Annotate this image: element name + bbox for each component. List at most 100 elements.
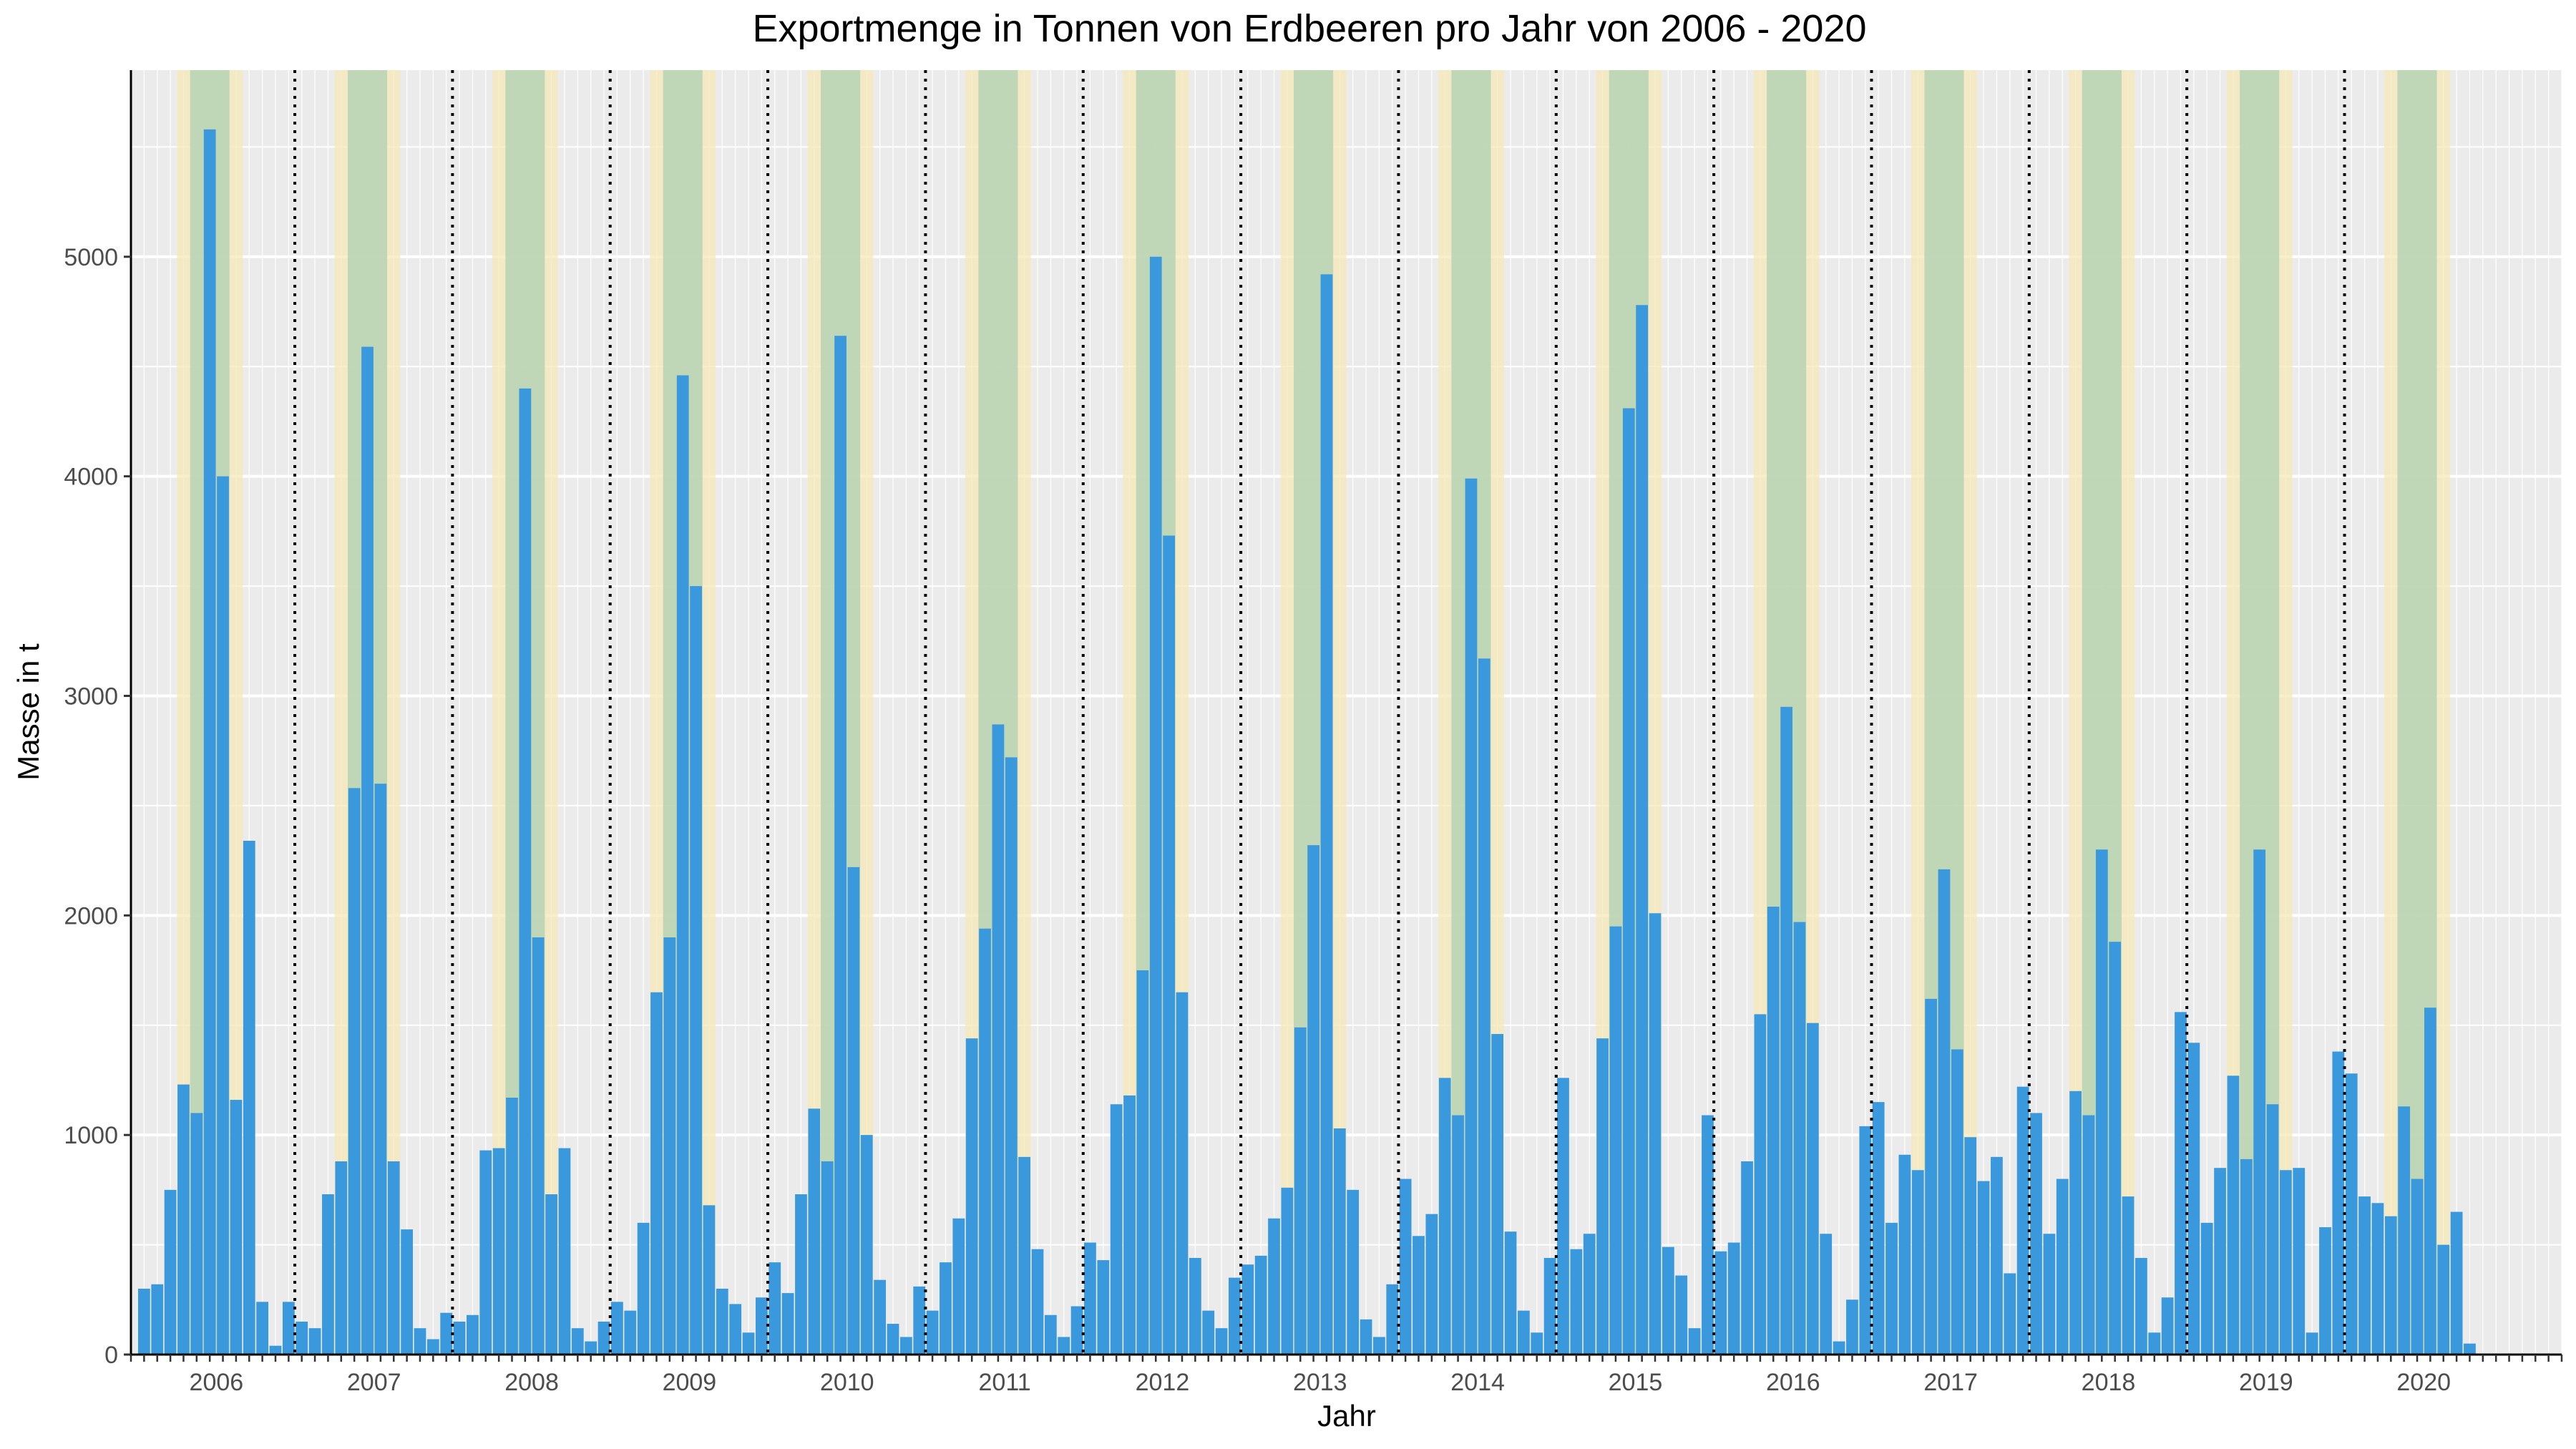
- bar: [532, 937, 545, 1355]
- bar: [940, 1262, 952, 1355]
- bar: [899, 1337, 912, 1355]
- y-tick-label: 1000: [64, 1122, 118, 1149]
- bar: [1675, 1275, 1688, 1355]
- bar: [1123, 1095, 1136, 1355]
- chart-title: Exportmenge in Tonnen von Erdbeeren pro …: [752, 7, 1866, 50]
- bar: [703, 1205, 716, 1355]
- bar: [2240, 1158, 2253, 1355]
- bar: [414, 1328, 426, 1355]
- bar: [1254, 1255, 1267, 1355]
- bar: [1084, 1242, 1096, 1355]
- x-tick-label-year: 2018: [2082, 1369, 2136, 1396]
- bar: [2122, 1196, 2135, 1355]
- x-tick-label-year: 2010: [820, 1369, 874, 1396]
- bar: [1307, 845, 1319, 1355]
- bar: [467, 1314, 479, 1355]
- bar: [282, 1302, 295, 1355]
- y-tick-label: 0: [104, 1342, 118, 1369]
- bar: [1925, 998, 1937, 1355]
- bar: [1163, 535, 1175, 1355]
- bars: [137, 129, 2476, 1355]
- bar: [781, 1293, 794, 1355]
- bar: [769, 1262, 781, 1355]
- bar: [874, 1279, 887, 1355]
- x-tick-label-year: 2011: [979, 1369, 1031, 1396]
- bar: [308, 1328, 321, 1355]
- bar: [1702, 1115, 1714, 1355]
- bar: [2450, 1211, 2463, 1355]
- bar: [716, 1288, 728, 1355]
- bar: [1557, 1078, 1569, 1355]
- bar: [1360, 1319, 1372, 1355]
- x-tick-label-year: 2016: [1766, 1369, 1820, 1396]
- bar: [2345, 1073, 2358, 1355]
- x-tick-label-year: 2006: [190, 1369, 244, 1396]
- bar: [177, 1084, 190, 1355]
- bar: [2030, 1113, 2042, 1355]
- bar: [1215, 1328, 1228, 1355]
- bar: [1898, 1154, 1911, 1355]
- bar: [2319, 1227, 2331, 1355]
- bar: [1977, 1181, 1990, 1355]
- bar: [2043, 1234, 2056, 1355]
- bar: [992, 724, 1005, 1355]
- y-tick-label: 3000: [64, 683, 118, 710]
- bar: [1859, 1126, 1872, 1355]
- bar: [1938, 869, 1951, 1355]
- bar: [663, 937, 676, 1355]
- bar: [1911, 1170, 1924, 1355]
- bar: [1189, 1257, 1201, 1355]
- bar: [374, 784, 387, 1355]
- bar: [926, 1310, 939, 1355]
- bar: [637, 1222, 650, 1355]
- bar: [2411, 1179, 2424, 1355]
- bar: [2148, 1332, 2161, 1355]
- bar: [230, 1100, 243, 1355]
- bar: [453, 1321, 466, 1355]
- bar: [2200, 1222, 2213, 1355]
- bar: [1229, 1277, 1241, 1355]
- bar: [1465, 478, 1478, 1355]
- bar: [1767, 907, 1780, 1355]
- bar: [190, 1113, 203, 1355]
- bar: [1964, 1137, 1977, 1355]
- bar: [650, 992, 663, 1355]
- bar: [348, 788, 361, 1355]
- bar: [1386, 1284, 1399, 1355]
- bar: [2214, 1168, 2226, 1355]
- bar: [1294, 1027, 1307, 1355]
- bar: [217, 476, 229, 1355]
- bar: [361, 346, 374, 1355]
- bar: [2175, 1012, 2187, 1355]
- bar: [2293, 1168, 2306, 1355]
- bar: [1491, 1034, 1504, 1355]
- bar: [611, 1302, 623, 1355]
- bar: [2398, 1106, 2411, 1355]
- bar: [2384, 1216, 2397, 1355]
- bar: [1649, 913, 1662, 1355]
- x-tick-label-year: 2015: [1609, 1369, 1663, 1396]
- bar: [1636, 305, 1649, 1355]
- bar: [597, 1321, 610, 1355]
- bar: [164, 1189, 177, 1355]
- bar: [1136, 970, 1149, 1355]
- bar: [492, 1148, 505, 1355]
- bar: [1176, 992, 1189, 1355]
- y-tick-label: 4000: [64, 464, 118, 491]
- bar: [335, 1161, 348, 1355]
- bar: [2437, 1244, 2450, 1355]
- bar: [1373, 1337, 1385, 1355]
- y-tick-label: 5000: [64, 244, 118, 271]
- bar: [1281, 1187, 1294, 1355]
- bar: [1688, 1328, 1701, 1355]
- bar: [821, 1161, 834, 1355]
- bar: [2109, 942, 2122, 1355]
- bar: [1885, 1222, 1898, 1355]
- bar: [571, 1328, 584, 1355]
- bar: [269, 1345, 282, 1355]
- bar: [1333, 1128, 1346, 1355]
- bar: [1241, 1264, 1254, 1355]
- bar: [1097, 1260, 1110, 1355]
- x-tick-label-year: 2013: [1293, 1369, 1347, 1396]
- bar: [2253, 849, 2266, 1355]
